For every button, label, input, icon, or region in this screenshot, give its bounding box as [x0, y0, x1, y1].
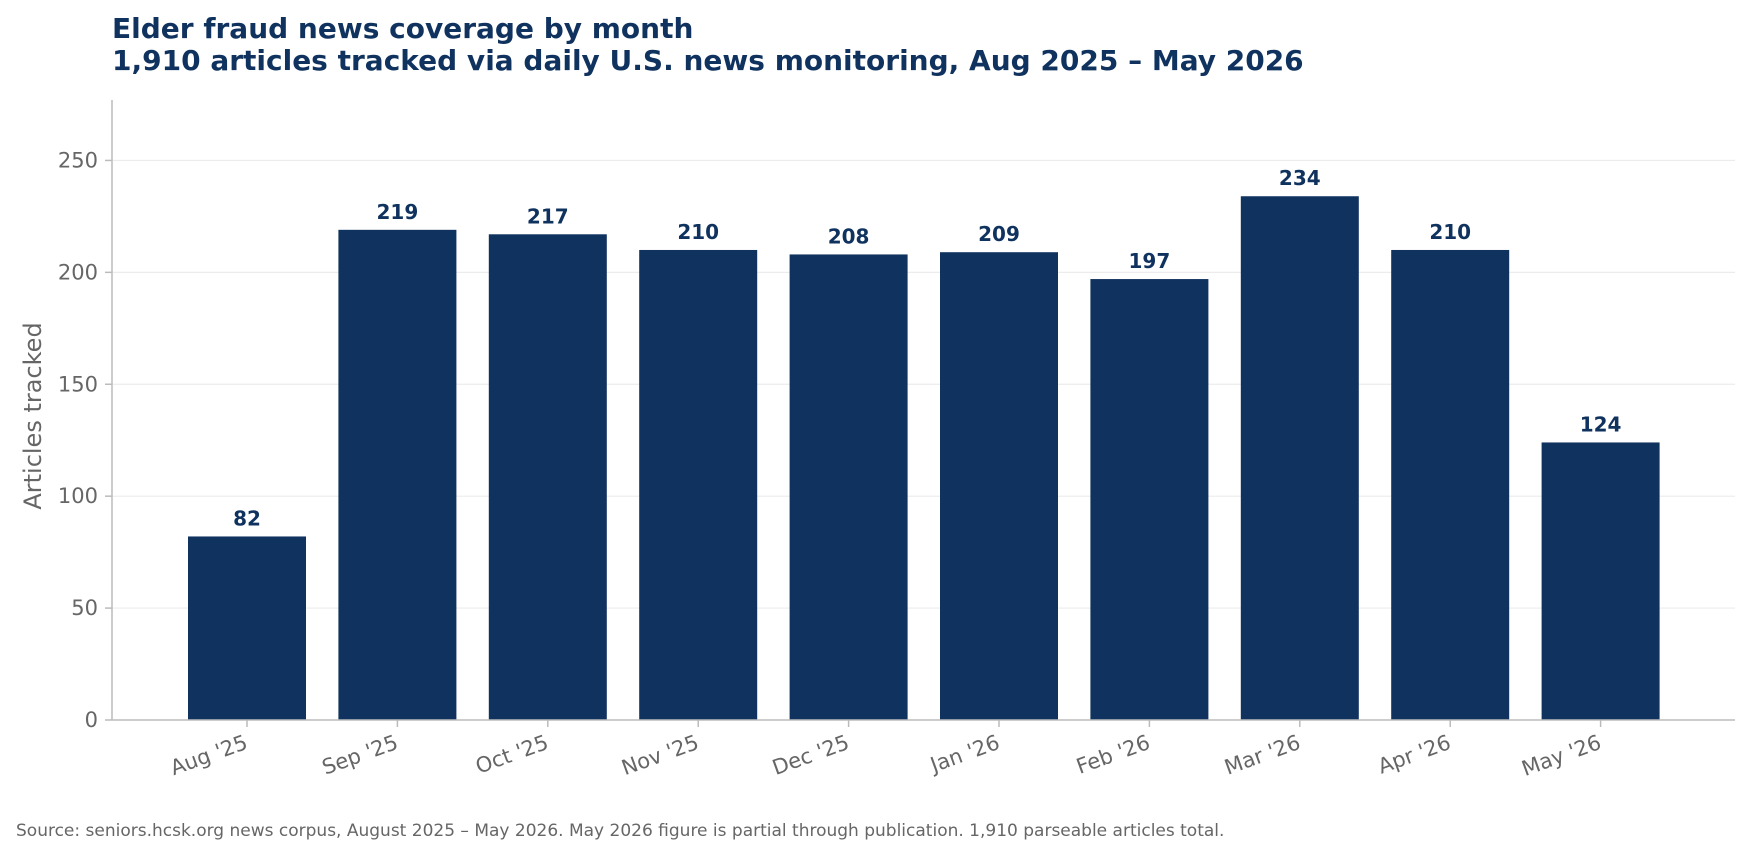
bar-value-label: 208 [828, 224, 870, 248]
bar-value-label: 124 [1580, 412, 1622, 436]
y-tick-label: 250 [58, 148, 98, 172]
bar [1090, 279, 1209, 720]
x-ticks: Aug '25 Sep '25 Oct '25 Nov '25 Dec '25 Jan '… [167, 720, 1604, 781]
bars [188, 196, 1660, 721]
bar [789, 254, 908, 720]
bar-value-label: 217 [527, 204, 569, 228]
y-tick-label: 150 [58, 372, 98, 396]
source-note: Source: seniors.hcsk.org news corpus, Au… [16, 821, 1224, 841]
x-tick-label: Feb '26 [1073, 730, 1153, 779]
chart-title: Elder fraud news coverage by month [112, 12, 693, 45]
y-tick-label: 200 [58, 260, 98, 284]
x-tick-label: Nov '25 [618, 730, 702, 780]
bar [1541, 442, 1660, 720]
chart-title-block: Elder fraud news coverage by month 1,910… [112, 12, 1304, 77]
x-tick-label: Mar '26 [1221, 730, 1303, 780]
x-tick-label: Dec '25 [769, 730, 852, 780]
bar-value-label: 210 [1429, 220, 1471, 244]
bar [338, 229, 457, 720]
value-labels: 82 219 217 210 208 209 197 234 210 124 [233, 166, 1621, 530]
x-tick-label: Oct '25 [472, 730, 551, 778]
bar-value-label: 197 [1129, 249, 1171, 273]
bar [488, 234, 607, 721]
y-ticks: 0 50 100 150 200 250 [58, 148, 112, 732]
bar [1391, 249, 1510, 720]
y-axis-title: Articles tracked [19, 322, 47, 509]
bar [188, 536, 306, 720]
x-tick-label: Jan '26 [925, 730, 1002, 778]
x-tick-label: May '26 [1518, 730, 1604, 781]
bar [940, 252, 1058, 721]
y-tick-label: 0 [85, 708, 98, 732]
bar-value-label: 209 [978, 222, 1020, 246]
y-tick-label: 50 [71, 596, 98, 620]
y-tick-label: 100 [58, 484, 98, 508]
bar-value-label: 219 [377, 200, 419, 224]
bar-value-label: 82 [233, 506, 261, 530]
x-tick-label: Sep '25 [319, 730, 401, 779]
bar-value-label: 234 [1279, 166, 1321, 190]
chart-subtitle: 1,910 articles tracked via daily U.S. ne… [112, 44, 1304, 77]
x-tick-label: Apr '26 [1375, 730, 1454, 778]
x-tick-label: Aug '25 [167, 730, 251, 780]
axes [111, 100, 1735, 721]
bar-value-label: 210 [677, 220, 719, 244]
bar [639, 249, 758, 720]
bar [1240, 196, 1359, 720]
